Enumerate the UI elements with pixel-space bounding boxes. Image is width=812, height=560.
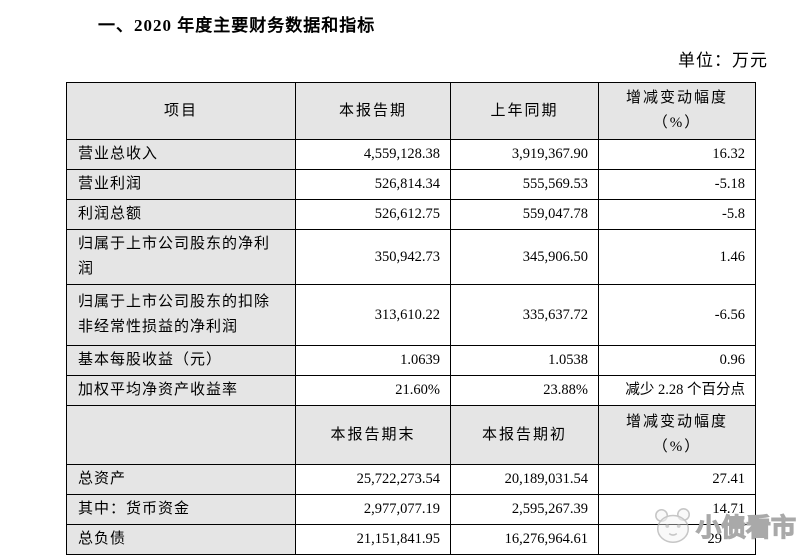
change-value: 1.46 [598,229,756,285]
table-header-row: 项目 本报告期 上年同期 增减变动幅度 （%） [66,82,756,140]
table-row: 营业利润 526,814.34 555,569.53 -5.18 [66,169,756,200]
current-value: 526,612.75 [295,199,451,230]
table-row: 总资产 25,722,273.54 20,189,031.54 27.41 [66,464,756,495]
current-value: 350,942.73 [295,229,451,285]
prior-value: 559,047.78 [450,199,599,230]
current-value: 21,151,841.95 [295,524,451,555]
prior-value: 23.88% [450,375,599,406]
table-row: 营业总收入 4,559,128.38 3,919,367.90 16.32 [66,139,756,170]
table-row: 基本每股收益（元） 1.0639 1.0538 0.96 [66,345,756,376]
financial-indicators-table: 项目 本报告期 上年同期 增减变动幅度 （%） 营业总收入 4,559,128.38 3,91… [66,82,756,555]
row-label: 营业总收入 [66,139,296,170]
header-col2: 本报告期 [295,82,451,140]
row-label: 加权平均净资产收益率 [66,375,296,406]
prior-value: 555,569.53 [450,169,599,200]
page-title: 一、2020 年度主要财务数据和指标 [98,16,376,35]
table-header-row: 本报告期末 本报告期初 增减变动幅度 （%） [66,405,756,465]
change-value: 0.96 [598,345,756,376]
change-value: 14.71 [598,494,756,525]
current-value: 526,814.34 [295,169,451,200]
prior-value: 1.0538 [450,345,599,376]
current-value: 21.60% [295,375,451,406]
current-value: 1.0639 [295,345,451,376]
header-col3: 上年同期 [450,82,599,140]
unit-label: 单位：万元 [678,51,768,70]
prior-value: 20,189,031.54 [450,464,599,495]
change-value: -5.18 [598,169,756,200]
row-label: 总负债 [66,524,296,555]
row-label: 总资产 [66,464,296,495]
row-label: 利润总额 [66,199,296,230]
change-value: -5.8 [598,199,756,230]
table-row: 利润总额 526,612.75 559,047.78 -5.8 [66,199,756,230]
change-value: -6.56 [598,284,756,346]
change-value: 29 [598,524,756,555]
header-col3: 本报告期初 [450,405,599,465]
table-row: 归属于上市公司股东的扣除非经常性损益的净利润 313,610.22 335,637.… [66,284,756,346]
prior-value: 2,595,267.39 [450,494,599,525]
header-change-line2: （%） [652,115,702,131]
row-label: 归属于上市公司股东的净利润 [66,229,296,285]
row-label: 营业利润 [66,169,296,200]
change-value: 减少 2.28 个百分点 [598,375,756,406]
current-value: 4,559,128.38 [295,139,451,170]
header-item: 项目 [66,82,296,140]
current-value: 2,977,077.19 [295,494,451,525]
current-value: 25,722,273.54 [295,464,451,495]
header-change-line1: 增减变动幅度 [625,90,728,106]
header-change-line1: 增减变动幅度 [625,414,728,430]
header-change: 增减变动幅度 （%） [598,82,756,140]
header-change-line2: （%） [652,439,702,455]
change-value: 27.41 [598,464,756,495]
prior-value: 345,906.50 [450,229,599,285]
table-row: 归属于上市公司股东的净利润 350,942.73 345,906.50 1.46 [66,229,756,285]
header-change: 增减变动幅度 （%） [598,405,756,465]
prior-value: 16,276,964.61 [450,524,599,555]
prior-value: 3,919,367.90 [450,139,599,170]
table-row: 加权平均净资产收益率 21.60% 23.88% 减少 2.28 个百分点 [66,375,756,406]
header-col2: 本报告期末 [295,405,451,465]
row-label: 其中：货币资金 [66,494,296,525]
prior-value: 335,637.72 [450,284,599,346]
table-row: 其中：货币资金 2,977,077.19 2,595,267.39 14.71 [66,494,756,525]
change-value: 16.32 [598,139,756,170]
row-label: 基本每股收益（元） [66,345,296,376]
table-row: 总负债 21,151,841.95 16,276,964.61 29 [66,524,756,555]
row-label: 归属于上市公司股东的扣除非经常性损益的净利润 [66,284,296,346]
header-item [66,405,296,465]
current-value: 313,610.22 [295,284,451,346]
